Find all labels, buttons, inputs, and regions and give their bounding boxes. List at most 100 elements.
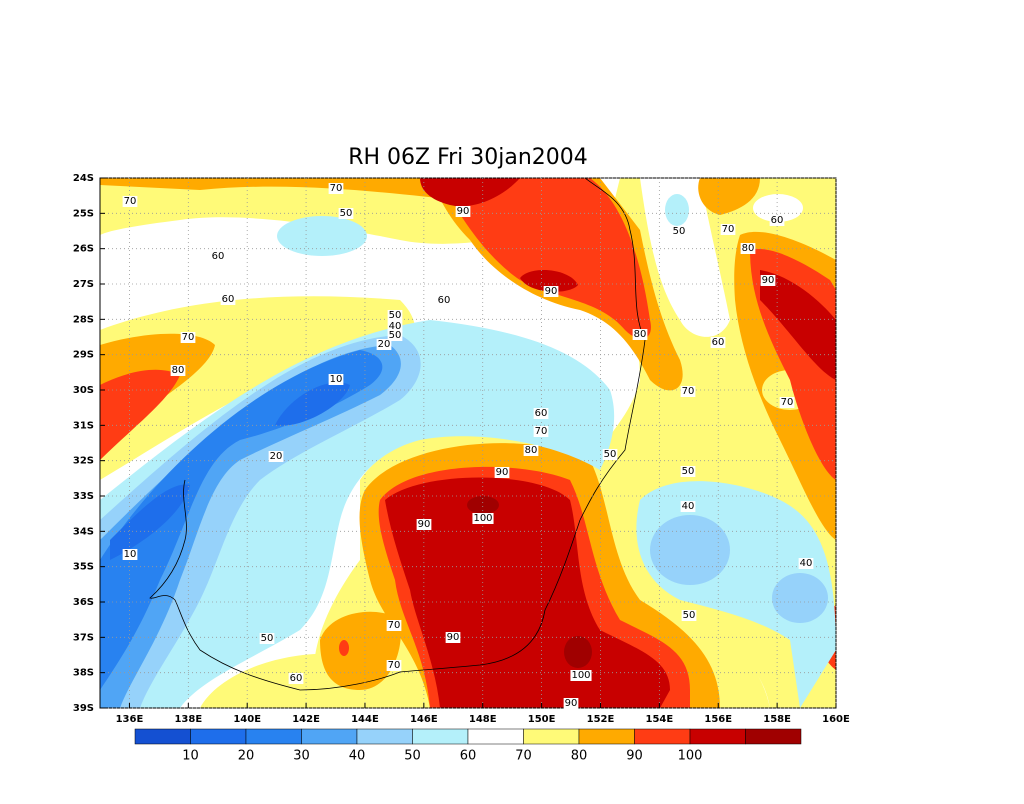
contour-label: 70 xyxy=(781,397,794,408)
fill-region xyxy=(772,573,828,623)
colorbar-label: 60 xyxy=(460,749,477,764)
coastline xyxy=(149,178,646,691)
contour-label: 60 xyxy=(771,215,784,226)
contour-label-box xyxy=(387,330,403,341)
x-tick-label: 158E xyxy=(763,714,791,725)
contour-label: 70 xyxy=(682,386,695,397)
colorbar-box xyxy=(523,728,580,745)
y-tick-label: 25S xyxy=(73,208,94,219)
fill-region xyxy=(100,369,180,460)
colorbar-box xyxy=(190,728,247,745)
colorbar-label: 90 xyxy=(626,749,643,764)
contour-label: 50 xyxy=(261,633,274,644)
fill-region xyxy=(467,496,499,514)
contour-label-box xyxy=(122,549,138,560)
colorbar-label: 80 xyxy=(571,749,588,764)
contour-label-box xyxy=(220,294,236,305)
contour-label-box xyxy=(523,445,539,456)
y-tick-label: 37S xyxy=(73,632,94,643)
contour-label-box xyxy=(386,620,402,631)
y-tick-label: 32S xyxy=(73,456,94,467)
contour-label-box xyxy=(720,224,736,235)
x-tick-label: 142E xyxy=(292,714,320,725)
contour-label-box xyxy=(387,321,403,332)
y-tick-label: 38S xyxy=(73,668,94,679)
contour-label: 70 xyxy=(535,426,548,437)
contour-label: 90 xyxy=(447,632,460,643)
colorbar-box xyxy=(245,728,302,745)
contour-label: 90 xyxy=(762,275,775,286)
contour-label: 90 xyxy=(457,206,470,217)
x-tick-label: 150E xyxy=(528,714,556,725)
contour-label: 80 xyxy=(634,329,647,340)
colorbar-label: 40 xyxy=(349,749,366,764)
contour-label-box xyxy=(170,365,186,376)
contour-label: 80 xyxy=(742,243,755,254)
colorbar-box xyxy=(634,728,691,745)
contour-label: 50 xyxy=(389,330,402,341)
y-tick-label: 39S xyxy=(73,703,94,714)
fill-region xyxy=(650,515,730,585)
contour-label-box xyxy=(328,374,344,385)
contour-label: 60 xyxy=(290,673,303,684)
colorbar-box xyxy=(578,728,635,745)
contour-label: 90 xyxy=(565,698,578,709)
contour-label: 20 xyxy=(378,339,391,350)
contour-label: 50 xyxy=(673,226,686,237)
colorbar-label: 100 xyxy=(678,749,703,764)
contour-label: 10 xyxy=(330,374,343,385)
fill-region xyxy=(320,611,401,690)
contour-label: 90 xyxy=(496,467,509,478)
y-tick-label: 28S xyxy=(73,314,94,325)
fill-region xyxy=(420,178,520,207)
fill-region xyxy=(385,477,670,708)
contour-label: 60 xyxy=(222,294,235,305)
contour-label-box xyxy=(769,215,785,226)
fill-region xyxy=(339,640,349,656)
contour-label-box xyxy=(210,251,226,262)
contour-label: 60 xyxy=(212,251,225,262)
contour-label-box xyxy=(680,501,696,512)
contour-label: 60 xyxy=(535,408,548,419)
contour-label: 40 xyxy=(800,558,813,569)
fill-region xyxy=(698,178,760,215)
fill-region xyxy=(640,178,730,337)
contour-label: 50 xyxy=(389,310,402,321)
x-tick-label: 146E xyxy=(410,714,438,725)
contour-label-box xyxy=(563,698,579,709)
contour-label: 50 xyxy=(683,610,696,621)
colorbar-label: 50 xyxy=(404,749,421,764)
x-tick-label: 156E xyxy=(704,714,732,725)
contour-label-box xyxy=(494,467,510,478)
contour-label: 50 xyxy=(604,449,617,460)
y-tick-label: 29S xyxy=(73,350,94,361)
contour-label-box xyxy=(268,451,284,462)
contour-label-box xyxy=(122,196,138,207)
contour-label-box xyxy=(671,226,687,237)
y-tick-label: 33S xyxy=(73,491,94,502)
fill-region xyxy=(665,194,689,226)
colorbar-box xyxy=(356,728,413,745)
fill-region xyxy=(277,216,367,256)
contour-label-box xyxy=(680,386,696,397)
y-tick-label: 24S xyxy=(73,173,94,184)
contour-labels: 70 70 50 90 60 60 90 50 70 60 80 90 50 6… xyxy=(122,183,814,709)
x-tick-label: 152E xyxy=(587,714,615,725)
contour-label-box xyxy=(533,408,549,419)
contour-label: 70 xyxy=(388,660,401,671)
chart-title: RH 06Z Fri 30jan2004 xyxy=(348,145,588,170)
colorbar-box xyxy=(412,728,469,745)
contour-label-box xyxy=(259,633,275,644)
y-tick-label: 30S xyxy=(73,385,94,396)
contour-label-box xyxy=(570,670,592,681)
x-tick-label: 160E xyxy=(822,714,850,725)
y-tick-label: 26S xyxy=(73,244,94,255)
contour-label: 70 xyxy=(330,183,343,194)
y-tick-label: 36S xyxy=(73,597,94,608)
contour-label-box xyxy=(740,243,756,254)
x-tick-label: 138E xyxy=(174,714,202,725)
colorbar-box xyxy=(134,728,191,745)
contour-label: 40 xyxy=(389,321,402,332)
contour-label-box xyxy=(543,286,559,297)
colorbar-box xyxy=(467,728,524,745)
